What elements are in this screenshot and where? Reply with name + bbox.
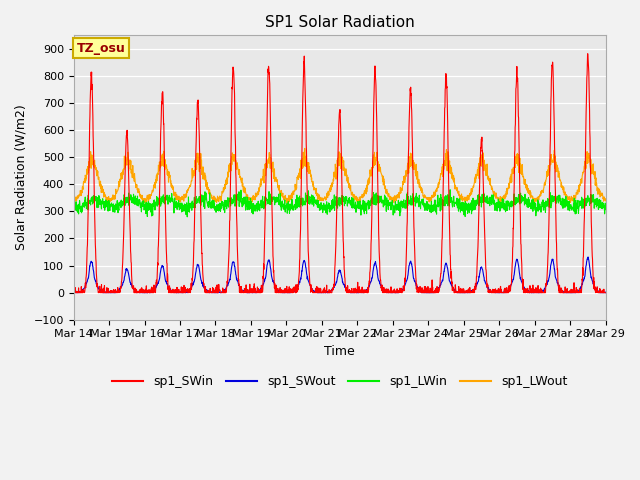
- Line: sp1_SWin: sp1_SWin: [74, 54, 605, 293]
- sp1_SWin: [355, 290, 363, 296]
- sp1_LWin: [184, 214, 191, 220]
- sp1_SWin: [602, 290, 609, 296]
- sp1_SWin: [584, 51, 591, 57]
- sp1_SWin: [218, 290, 226, 296]
- sp1_LWout: [367, 169, 374, 175]
- sp1_SWout: [494, 290, 502, 296]
- sp1_LWout: [555, 171, 563, 177]
- sp1_LWout: [495, 197, 502, 203]
- Y-axis label: Solar Radiation (W/m2): Solar Radiation (W/m2): [15, 105, 28, 251]
- sp1_SWout: [70, 289, 77, 295]
- sp1_LWout: [570, 192, 578, 198]
- Text: TZ_osu: TZ_osu: [77, 42, 125, 55]
- sp1_LWin: [602, 207, 609, 213]
- sp1_LWout: [70, 197, 77, 203]
- sp1_SWin: [70, 290, 77, 296]
- sp1_SWout: [555, 285, 563, 290]
- sp1_SWout: [355, 289, 363, 295]
- sp1_LWout: [209, 201, 217, 206]
- sp1_LWin: [70, 203, 77, 209]
- sp1_SWin: [367, 257, 374, 263]
- sp1_SWout: [70, 290, 78, 296]
- Line: sp1_LWin: sp1_LWin: [74, 190, 605, 217]
- sp1_LWin: [495, 196, 502, 202]
- sp1_LWin: [446, 187, 454, 192]
- Title: SP1 Solar Radiation: SP1 Solar Radiation: [265, 15, 415, 30]
- sp1_LWin: [570, 208, 578, 214]
- sp1_LWout: [355, 195, 363, 201]
- sp1_LWin: [555, 192, 563, 198]
- sp1_LWin: [218, 203, 226, 209]
- sp1_LWout: [218, 189, 226, 194]
- sp1_LWout: [602, 198, 609, 204]
- sp1_LWin: [367, 202, 374, 208]
- sp1_SWin: [494, 289, 502, 295]
- X-axis label: Time: Time: [324, 345, 355, 358]
- sp1_SWout: [367, 279, 374, 285]
- sp1_SWout: [218, 289, 226, 295]
- sp1_SWin: [570, 290, 577, 296]
- Line: sp1_SWout: sp1_SWout: [74, 257, 605, 293]
- sp1_SWin: [555, 287, 563, 293]
- Line: sp1_LWout: sp1_LWout: [74, 148, 605, 204]
- Legend: sp1_SWin, sp1_SWout, sp1_LWin, sp1_LWout: sp1_SWin, sp1_SWout, sp1_LWin, sp1_LWout: [107, 370, 572, 393]
- sp1_SWin: [70, 288, 77, 294]
- sp1_LWin: [355, 205, 363, 211]
- sp1_SWout: [570, 290, 577, 296]
- sp1_SWout: [584, 254, 592, 260]
- sp1_LWout: [301, 145, 308, 151]
- sp1_SWout: [602, 290, 609, 296]
